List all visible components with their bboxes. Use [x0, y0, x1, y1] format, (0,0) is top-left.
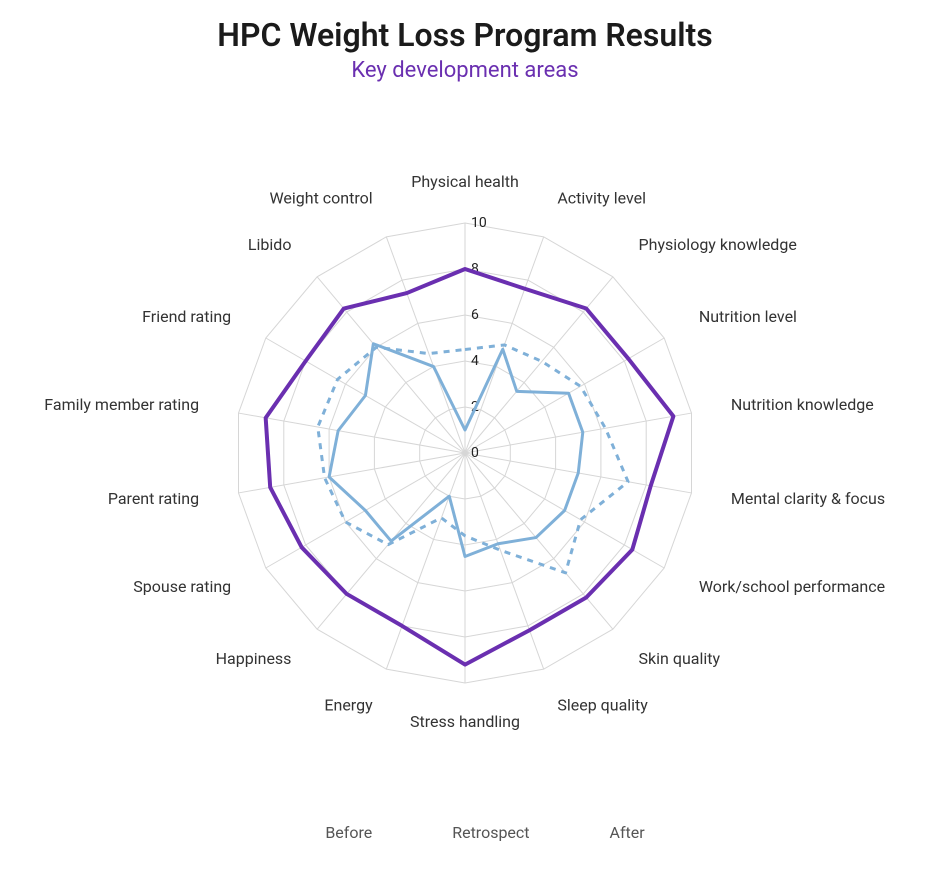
spoke	[386, 453, 465, 669]
radar-tick-labels: 0246810	[471, 215, 487, 461]
series-retrospect	[329, 344, 583, 557]
page-title: HPC Weight Loss Program Results	[0, 0, 930, 54]
axis-label: Work/school performance	[699, 577, 885, 596]
axis-label: Energy	[324, 696, 373, 715]
legend-label-after: After	[610, 823, 645, 842]
chart-page: HPC Weight Loss Program Results Key deve…	[0, 0, 930, 884]
radar-chart: 0246810 Physical healthActivity levelPhy…	[0, 93, 930, 813]
tick-label: 10	[471, 215, 487, 231]
axis-label: Stress handling	[410, 712, 520, 731]
radar-spokes	[238, 223, 691, 683]
axis-label: Physiology knowledge	[639, 235, 797, 254]
axis-label: Skin quality	[639, 649, 721, 668]
axis-label: Spouse rating	[133, 577, 231, 596]
axis-label: Weight control	[269, 188, 372, 207]
axis-label: Parent rating	[108, 489, 199, 508]
axis-label: Libido	[248, 235, 292, 254]
axis-label: Happiness	[216, 649, 292, 668]
legend-item-after: After	[570, 823, 645, 842]
axis-label: Physical health	[411, 172, 519, 191]
legend-item-retrospect: Retrospect	[412, 823, 529, 842]
axis-label: Friend rating	[142, 307, 231, 326]
axis-label: Nutrition knowledge	[731, 395, 874, 414]
axis-label: Sleep quality	[557, 696, 648, 715]
axis-label: Activity level	[557, 188, 646, 207]
tick-label: 4	[471, 353, 479, 369]
legend-label-retrospect: Retrospect	[452, 823, 529, 842]
axis-label: Mental clarity & focus	[731, 489, 885, 508]
axis-label: Family member rating	[44, 395, 199, 414]
page-subtitle: Key development areas	[0, 58, 930, 83]
legend: Before Retrospect After	[0, 823, 930, 842]
spoke	[386, 237, 465, 453]
radar-chart-container: 0246810 Physical healthActivity levelPhy…	[0, 93, 930, 813]
axis-label: Nutrition level	[699, 307, 797, 326]
legend-item-before: Before	[285, 823, 372, 842]
legend-label-before: Before	[325, 823, 372, 842]
tick-label: 0	[471, 445, 479, 461]
tick-label: 6	[471, 307, 479, 323]
